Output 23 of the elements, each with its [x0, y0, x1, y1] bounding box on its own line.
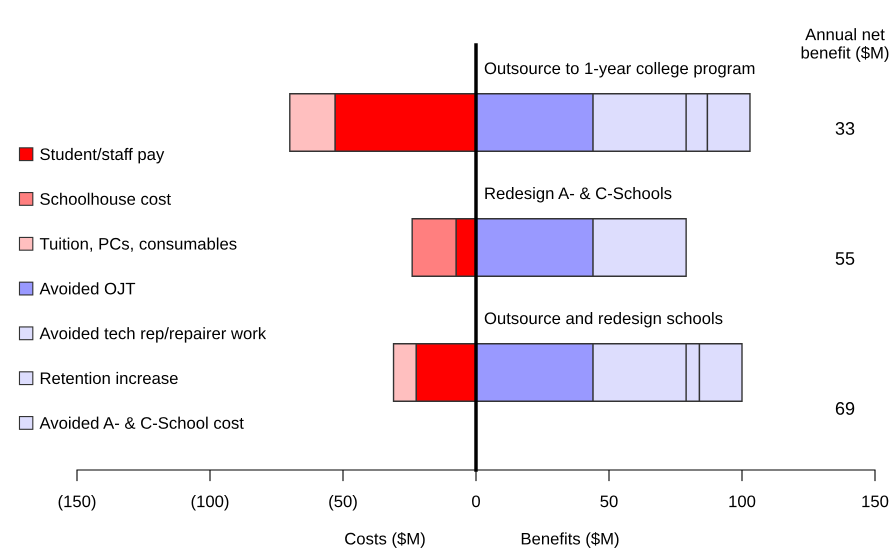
- x-tick-label: (100): [192, 495, 228, 511]
- y-tick-label: Redesign A- & C-Schools: [485, 186, 672, 202]
- legend-label: Avoided A- & C-School cost: [40, 416, 244, 429]
- annotation: Annual net benefit ($M): [802, 28, 888, 62]
- legend-label: Avoided tech rep/repairer work: [40, 327, 266, 343]
- legend-label: Avoided OJT: [40, 282, 136, 295]
- x-tick-label: (150): [58, 495, 96, 511]
- legend-label: Retention increase: [40, 372, 178, 384]
- text: Benefits ($M): [522, 532, 619, 548]
- annotation: 55: [836, 252, 854, 265]
- legend-label: Schoolhouse cost: [40, 192, 171, 205]
- x-tick-label: 50: [600, 495, 618, 508]
- text: Costs ($M): [345, 532, 425, 548]
- x-tick-label: 100: [729, 495, 756, 508]
- x-tick-label: 0: [472, 495, 480, 508]
- x-tick-label: 150: [862, 495, 888, 508]
- annotation: 33: [836, 122, 854, 135]
- y-tick-label: Outsource and redesign schools: [484, 312, 722, 328]
- x-tick-label: (50): [329, 495, 357, 511]
- legend-label: Student/staff pay: [40, 148, 164, 164]
- legend-label: Tuition, PCs, consumables: [40, 237, 236, 252]
- annotation: 69: [836, 402, 854, 415]
- y-tick-label: Outsource to 1-year college program: [484, 62, 754, 78]
